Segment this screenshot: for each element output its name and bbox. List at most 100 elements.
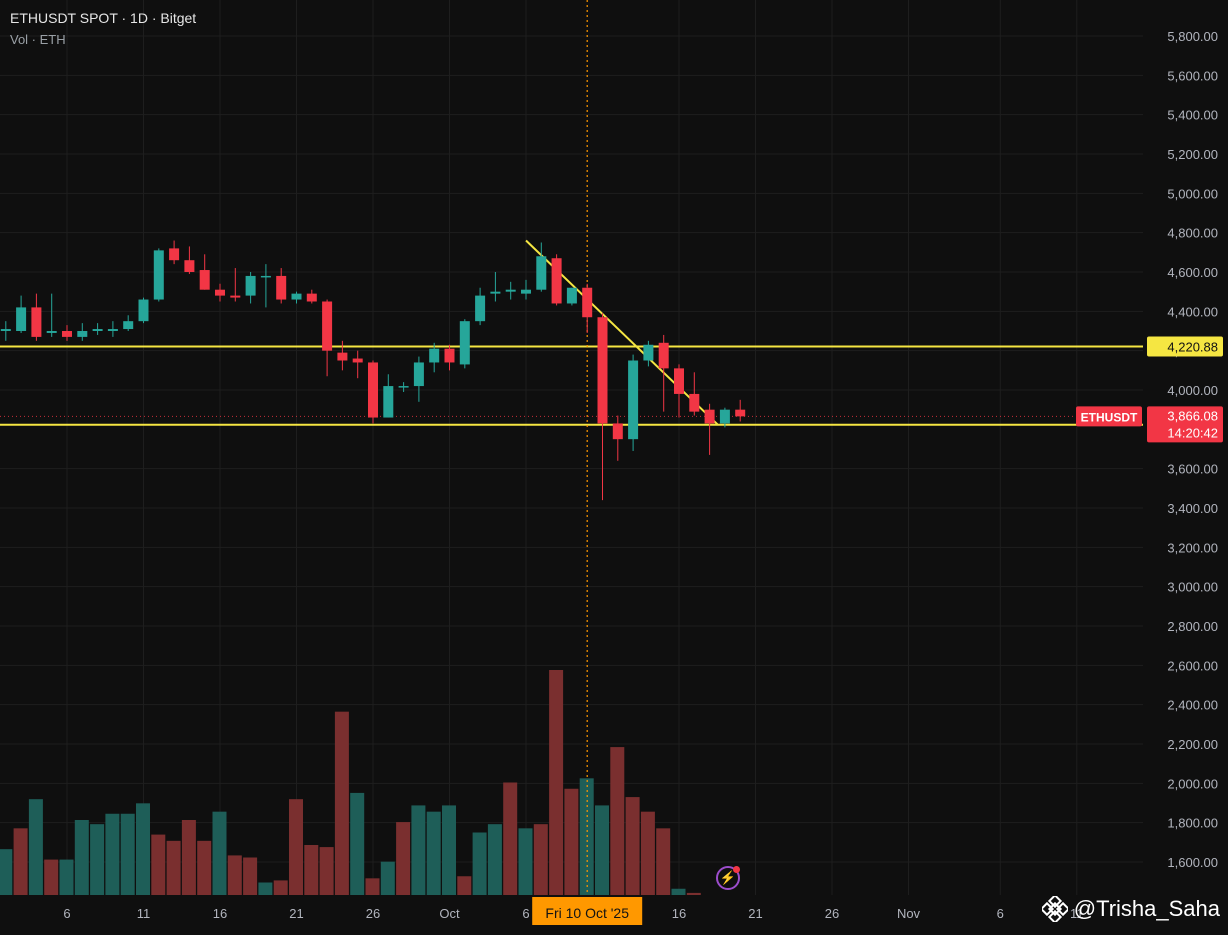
last-price-text: 3,866.08 [1167,408,1218,423]
candle-body [16,307,27,331]
grid [0,0,1143,895]
y-tick-label: 3,600.00 [1167,462,1218,477]
candle-body [306,293,317,302]
candlesticks [0,240,746,501]
volume-bar [656,828,671,895]
level-price-text: 4,220.88 [1167,340,1218,355]
candle-body [521,289,531,294]
volume-bars [0,670,701,895]
lightning-bolt-icon[interactable]: ⚡ [716,866,740,890]
y-tick-label: 5,000.00 [1167,186,1218,201]
volume-bar [671,888,686,895]
candle-body [352,358,363,363]
candle-body [92,329,103,331]
volume-bar [564,788,579,895]
volume-bar [166,840,181,895]
candle-body [123,321,134,330]
x-tick-label: 6 [997,906,1004,921]
candle-body [0,329,11,331]
volume-bar [273,880,288,895]
volume-legend[interactable]: Vol · ETH [10,32,66,47]
volume-bar [518,828,533,895]
volume-bar [44,859,59,895]
volume-bar [487,824,502,895]
y-tick-label: 4,600.00 [1167,265,1218,280]
candle-body [398,386,409,388]
candle-body [735,409,746,417]
countdown-text: 14:20:42 [1167,425,1218,440]
last-price-tag [1147,406,1223,443]
candle-body [245,275,256,296]
volume-bar [457,876,472,895]
bolt-glyph: ⚡ [719,870,737,885]
volume-bar [549,670,564,895]
candle-body [153,250,164,300]
volume-bar [136,803,150,895]
volume-bar [151,834,166,895]
candle-body [597,317,608,424]
candle-body [566,287,577,304]
volume-bar [686,892,701,895]
level-price-tag [1147,336,1223,357]
candle-body [475,295,486,322]
y-tick-label: 2,400.00 [1167,698,1218,713]
volume-bar [334,711,349,895]
candle-body [704,409,715,424]
candle-body [260,275,271,278]
volume-bar [13,828,28,895]
volume-bar [595,805,609,895]
candle-body [291,293,302,300]
y-tick-label: 4,400.00 [1167,304,1218,319]
candle-body [490,291,501,294]
candle-body [138,299,149,322]
candle-body [643,344,654,361]
volume-bar [120,813,135,895]
volume-bar [533,824,548,895]
candle-body [337,352,348,361]
binance-logo-icon [1041,896,1068,922]
symbol-tag-text: ETHUSDT [1081,410,1138,424]
candle-body [169,248,180,261]
y-tick-label: 5,600.00 [1167,68,1218,83]
candle-body [689,393,700,412]
y-tick-label: 5,800.00 [1167,29,1218,44]
candle-body [658,342,669,369]
volume-bar [640,811,655,895]
candle-body [276,275,287,300]
x-tick-label: 6 [522,906,529,921]
volume-bar [396,822,411,895]
volume-bar [28,799,43,895]
x-tick-label: 16 [213,906,227,921]
volume-bar [625,797,640,895]
price-axis: 1,600.00 1,800.00 2,000.00 2,200.00 2,400.00… [1167,29,1218,870]
watermark-text: @Trisha_Saha [1073,896,1220,921]
volume-bar [0,849,13,895]
y-tick-label: 2,000.00 [1167,776,1218,791]
volume-bar [74,820,89,895]
candle-body [230,295,241,298]
volume-bar [319,847,334,895]
y-tick-label: 1,600.00 [1167,855,1218,870]
candle-body [46,331,57,333]
volume-bar [350,792,365,895]
volume-bar [610,747,625,895]
volume-bar [212,811,227,895]
horizontal-levels [0,345,1143,426]
x-tick-label: 6 [63,906,70,921]
volume-bar [472,832,487,895]
volume-bar [380,861,395,895]
y-tick-label: 2,800.00 [1167,619,1218,634]
x-tick-label: 11 [1070,906,1084,921]
volume-bar [426,811,441,895]
candle-body [368,362,378,418]
x-tick-label: 26 [825,906,839,921]
x-tick-label: 21 [289,906,303,921]
volume-bar [411,805,426,895]
candle-body [107,329,118,331]
y-tick-label: 2,600.00 [1167,658,1218,673]
candle-body [413,362,424,387]
candle-body [429,348,440,363]
symbol-title[interactable]: ETHUSDT SPOT · 1D · Bitget [10,10,197,26]
